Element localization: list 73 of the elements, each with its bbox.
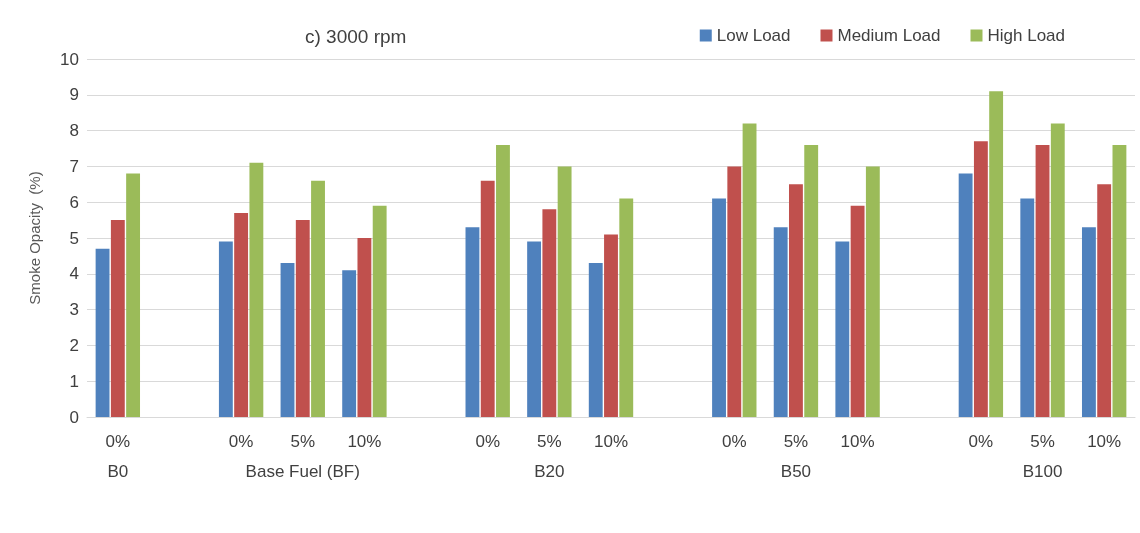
y-tick-label: 5	[69, 228, 79, 248]
bar	[1050, 123, 1065, 417]
bar	[742, 123, 757, 417]
bar	[280, 263, 295, 417]
bar	[110, 220, 125, 417]
bar	[865, 166, 880, 417]
bar	[1112, 144, 1127, 417]
bar	[496, 144, 510, 417]
bar	[773, 227, 788, 417]
legend-label: Medium Load	[837, 26, 941, 45]
bar	[95, 248, 110, 417]
x-tick-label: 0%	[228, 432, 254, 451]
bar	[804, 144, 819, 417]
bar	[465, 227, 480, 417]
text: B20	[534, 462, 565, 481]
bar	[249, 162, 264, 417]
bar	[342, 270, 357, 417]
x-tick-label: 10%	[840, 432, 875, 451]
x-tick-label: 0%	[968, 432, 994, 451]
bar	[604, 234, 618, 417]
bar	[357, 238, 372, 417]
y-tick-label: 1	[69, 371, 79, 391]
y-tick-label: 2	[69, 335, 79, 355]
bar	[789, 184, 803, 417]
y-tick-label: 9	[69, 85, 79, 105]
bar	[218, 241, 233, 417]
text: B50	[780, 462, 812, 481]
bar	[835, 241, 850, 417]
bar	[1020, 198, 1035, 417]
bar	[850, 205, 865, 417]
x-tick-label: 0%	[722, 432, 747, 451]
x-tick-label: 0%	[105, 432, 131, 451]
text: B0	[107, 462, 129, 481]
bar	[973, 141, 988, 417]
bar	[588, 263, 603, 417]
bar	[727, 166, 742, 417]
legend-label: Low Load	[716, 26, 791, 45]
text: Base Fuel (BF)	[245, 462, 360, 481]
x-tick-label: 10%	[593, 432, 629, 451]
bar	[619, 198, 634, 417]
bar	[126, 173, 141, 417]
legend-label: High Load	[987, 26, 1066, 45]
chart-title: c) 3000 rpm	[305, 26, 407, 47]
y-tick-label: 7	[69, 156, 79, 176]
bar	[1035, 144, 1050, 417]
x-tick-label: 10%	[1087, 432, 1122, 451]
bar	[989, 91, 1004, 417]
y-tick-label: 6	[69, 192, 79, 212]
x-tick-label: 5%	[537, 432, 562, 451]
y-tick-label: 4	[69, 264, 79, 284]
y-tick-label: 10	[60, 49, 79, 69]
y-axis-title: Smoke Opacity (%)	[26, 171, 43, 305]
bar	[1081, 227, 1096, 417]
y-tick-label: 3	[69, 300, 79, 320]
bar	[958, 173, 973, 417]
bar	[295, 220, 310, 417]
bar	[557, 166, 572, 417]
text: B100	[1022, 462, 1063, 481]
bar	[542, 209, 557, 417]
y-tick-label: 0	[69, 407, 79, 427]
bar	[527, 241, 542, 417]
y-tick-label: 8	[69, 121, 79, 141]
bar	[234, 212, 249, 417]
bar	[372, 205, 387, 417]
bar	[1097, 184, 1112, 417]
x-tick-label: 5%	[290, 432, 316, 451]
x-tick-label: 5%	[783, 432, 809, 451]
bar	[311, 180, 325, 417]
x-tick-label: 0%	[475, 432, 500, 451]
bar	[712, 198, 726, 417]
bar	[480, 180, 495, 417]
x-tick-label: 5%	[1030, 432, 1055, 451]
x-tick-label: 10%	[347, 432, 382, 451]
